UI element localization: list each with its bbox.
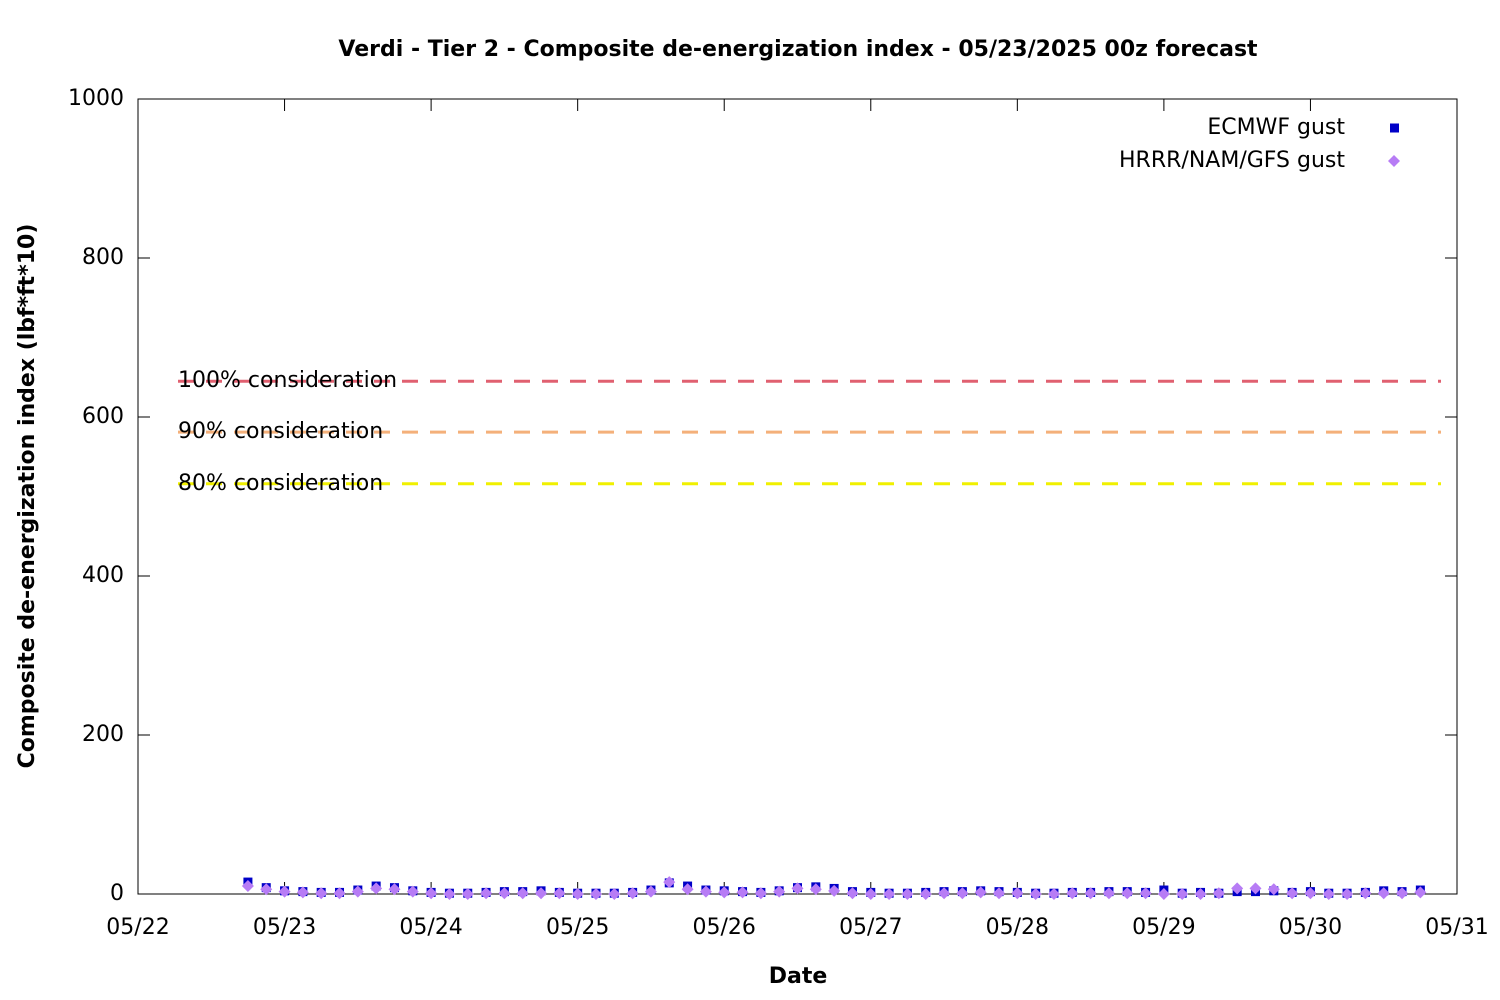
data-point [461,888,474,900]
x-tick-label: 05/24 [399,915,462,940]
y-tick-label: 600 [82,404,124,429]
data-point [443,888,456,900]
data-point [754,887,767,900]
data-point [406,885,419,898]
data-point [1231,882,1244,895]
data-point [883,888,896,900]
data-point [1414,886,1427,899]
data-point [516,887,529,900]
threshold-label: 90% consideration [178,419,383,444]
data-point [773,885,786,898]
data-point [1286,887,1299,900]
data-point [608,888,621,900]
legend-label: HRRR/NAM/GFS gust [1119,148,1345,173]
data-point [425,887,438,900]
data-point [919,888,932,900]
y-tick-label: 400 [82,563,124,588]
data-point [1212,887,1225,900]
data-point [663,876,676,889]
chart-title: Verdi - Tier 2 - Composite de-energizati… [338,37,1258,62]
data-point [791,882,804,895]
data-point [296,886,309,899]
data-point [388,883,401,896]
data-point [1066,887,1079,900]
data-point [351,885,364,898]
legend-marker [1390,123,1399,133]
x-tick-label: 05/23 [253,915,316,940]
data-point [260,883,273,896]
y-tick-label: 800 [82,245,124,270]
data-point [1047,888,1060,900]
plot-frame [137,98,1458,895]
data-point [699,885,712,898]
data-point [828,884,841,897]
threshold-label: 80% consideration [178,471,383,496]
data-point [1396,887,1409,900]
legend-label: ECMWF gust [1207,115,1345,140]
data-point [1359,887,1372,900]
x-tick-label: 05/28 [986,915,1049,940]
data-point [626,887,639,900]
data-point [1176,888,1189,900]
data-point [846,887,859,900]
x-axis-label: Date [769,964,828,989]
data-point [589,888,602,900]
x-tick-label: 05/26 [693,915,756,940]
data-point [1157,888,1170,900]
data-point [1139,887,1152,900]
data-point [1011,887,1024,900]
x-tick-label: 05/30 [1279,915,1342,940]
y-tick-label: 200 [82,722,124,747]
data-point [681,883,694,896]
data-point [1029,888,1042,900]
x-tick-label: 05/31 [1425,915,1488,940]
data-point [1084,887,1097,900]
data-point [333,887,346,900]
data-point [1102,887,1115,900]
data-point [974,886,987,899]
legend-marker [1388,155,1400,167]
data-point [809,883,822,896]
x-tick-label: 05/22 [106,915,169,940]
data-point [553,887,566,900]
data-point [864,888,877,900]
data-point [1249,882,1262,895]
data-point [1341,888,1354,900]
y-tick-label: 1000 [68,86,124,111]
data-point [278,885,291,898]
data-point [241,880,254,893]
data-point [1304,887,1317,900]
data-point [1121,887,1134,900]
data-point [480,887,493,900]
data-point [993,887,1006,900]
data-point [901,888,914,900]
y-axis-label: Composite de-energization index (lbf*ft*… [15,224,40,769]
data-point [1322,888,1335,900]
data-point [1377,887,1390,900]
x-tick-label: 05/29 [1132,915,1195,940]
data-point [1194,888,1207,900]
data-point [535,887,548,900]
data-point [718,886,731,899]
x-tick-label: 05/25 [546,915,609,940]
data-point [956,887,969,900]
threshold-label: 100% consideration [178,368,397,393]
y-tick-label: 0 [110,881,124,906]
data-point [736,886,749,899]
x-tick-label: 05/27 [839,915,902,940]
data-point [938,887,951,900]
data-point [571,888,584,900]
data-point [370,882,383,895]
data-point [1267,883,1280,896]
data-point [498,887,511,900]
data-point [644,885,657,898]
data-point [315,887,328,900]
